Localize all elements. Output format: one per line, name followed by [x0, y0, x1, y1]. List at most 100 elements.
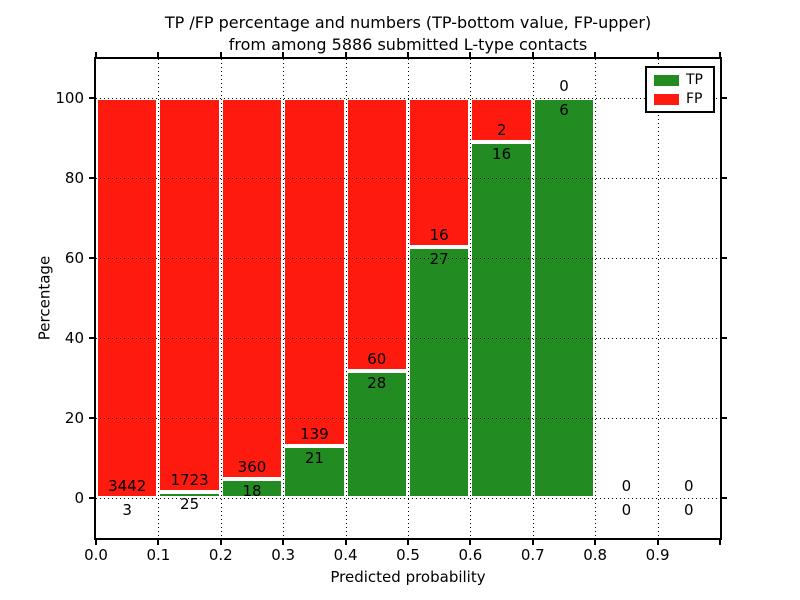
y-tick-label: 20	[64, 409, 84, 427]
y-tick-mark-right	[722, 337, 727, 339]
gridline-x	[532, 59, 534, 538]
fp-color-swatch	[654, 93, 679, 105]
x-tick-label: 0.4	[333, 546, 358, 564]
x-tick-mark-bottom	[656, 540, 659, 545]
y-tick-label: 60	[64, 249, 84, 267]
bar-count-label-tp: 27	[429, 249, 449, 268]
gridline-x	[408, 59, 409, 538]
bar-segment-tp	[408, 246, 471, 498]
chart-title-line1: TP /FP percentage and numbers (TP-bottom…	[164, 13, 652, 32]
bar-count-label-tp: 25	[180, 495, 200, 514]
y-tick-mark-right	[722, 257, 727, 259]
x-tick-mark-top	[407, 52, 409, 57]
bar-segment-fp	[408, 98, 471, 247]
x-tick-mark-top	[531, 52, 534, 57]
legend-row-fp: FP	[654, 92, 706, 106]
bar-count-label-fp: 3442	[108, 476, 147, 495]
y-tick-label: 40	[64, 329, 84, 347]
bar-segment-fp	[220, 98, 284, 479]
x-tick-mark-top	[656, 52, 659, 57]
bar-segment-tp	[345, 370, 408, 498]
x-tick-mark-top	[719, 52, 721, 57]
bar-count-label-fp: 16	[429, 225, 449, 244]
chart-title-line2: from among 5886 submitted L-type contact…	[228, 35, 588, 54]
x-tick-mark-bottom	[407, 540, 409, 545]
y-tick-mark-left	[89, 257, 94, 259]
y-tick-mark-left	[89, 497, 94, 499]
x-tick-mark-top	[95, 52, 97, 57]
y-tick-mark-left	[89, 177, 94, 179]
y-tick-label: 100	[55, 89, 84, 107]
gridline-x	[470, 59, 472, 538]
bar-segment-tp	[470, 142, 533, 498]
bar-segment-fp	[345, 98, 408, 371]
x-tick-mark-bottom	[531, 540, 534, 545]
bar-count-label-fp: 360	[237, 457, 267, 476]
x-tick-mark-bottom	[282, 540, 285, 545]
bar-count-label-tp: 3	[122, 500, 132, 519]
gridline-x	[657, 59, 659, 538]
x-tick-mark-bottom	[719, 540, 721, 545]
chart-title: TP /FP percentage and numbers (TP-bottom…	[96, 12, 720, 56]
x-tick-mark-bottom	[157, 540, 160, 545]
y-tick-label: 0	[74, 489, 84, 507]
bar-count-label-tp: 6	[559, 101, 569, 119]
x-tick-label: 0.7	[520, 546, 545, 564]
y-axis-label: Percentage	[35, 255, 54, 341]
gridline-x	[220, 59, 222, 538]
x-tick-label: 0.3	[271, 546, 296, 564]
y-tick-mark-right	[722, 97, 727, 99]
bar-segment-fp	[158, 98, 221, 493]
x-tick-label: 0.2	[208, 546, 233, 564]
x-tick-mark-bottom	[95, 540, 97, 545]
gridline-x	[283, 59, 285, 538]
bar-count-label-fp: 0	[559, 77, 569, 95]
x-tick-label: 0.0	[84, 546, 108, 564]
bar-count-label-tp: 0	[621, 501, 632, 519]
bar-count-label-fp: 60	[367, 349, 387, 368]
bar-count-label-tp: 18	[242, 481, 262, 500]
bar-segment-tp	[158, 492, 221, 498]
x-tick-mark-bottom	[594, 540, 597, 545]
bar-segment-tp	[532, 98, 596, 498]
x-tick-label: 0.9	[645, 546, 670, 564]
bar-count-label-fp: 2	[496, 121, 507, 140]
bar-count-label-tp: 0	[684, 501, 694, 519]
x-tick-mark-top	[344, 52, 347, 57]
y-tick-mark-left	[89, 417, 94, 419]
x-tick-label: 0.1	[146, 546, 171, 564]
bar-count-label-fp: 139	[300, 424, 329, 443]
legend: TP FP	[645, 66, 715, 113]
bar-count-label-tp: 21	[304, 448, 324, 467]
legend-label-tp: TP	[686, 72, 703, 88]
x-axis-label: Predicted probability	[330, 568, 486, 586]
x-tick-mark-top	[469, 52, 472, 57]
y-tick-mark-right	[722, 177, 727, 179]
bar-count-label-fp: 0	[684, 477, 694, 495]
bar-count-label-fp: 1723	[170, 471, 209, 490]
x-tick-mark-top	[594, 52, 597, 57]
bar-segment-fp	[283, 98, 346, 446]
x-tick-mark-top	[282, 52, 285, 57]
y-tick-mark-left	[89, 97, 94, 99]
bar-segment-tp	[283, 445, 346, 498]
bar-count-label-tp: 16	[492, 145, 512, 164]
plot-area: 3442 3 1723 25 360 18 139 21 60 28 16 27 2 16 0 6 0 0 0 0	[96, 59, 720, 538]
y-tick-mark-left	[89, 337, 94, 339]
y-tick-label: 80	[64, 169, 84, 187]
tp-color-swatch	[654, 74, 679, 86]
y-tick-mark-right	[722, 497, 727, 499]
x-tick-mark-bottom	[344, 540, 347, 545]
bar-segment-fp	[96, 98, 159, 498]
x-tick-label: 0.5	[396, 546, 420, 564]
x-tick-label: 0.8	[583, 546, 608, 564]
bar-count-label-tp: 28	[367, 373, 387, 392]
gridline-x	[158, 59, 160, 538]
x-tick-mark-bottom	[219, 540, 222, 545]
legend-label-fp: FP	[686, 91, 703, 107]
x-tick-mark-bottom	[469, 540, 472, 545]
x-tick-mark-top	[157, 52, 160, 57]
x-tick-label: 0.6	[458, 546, 483, 564]
y-tick-mark-right	[722, 417, 727, 419]
